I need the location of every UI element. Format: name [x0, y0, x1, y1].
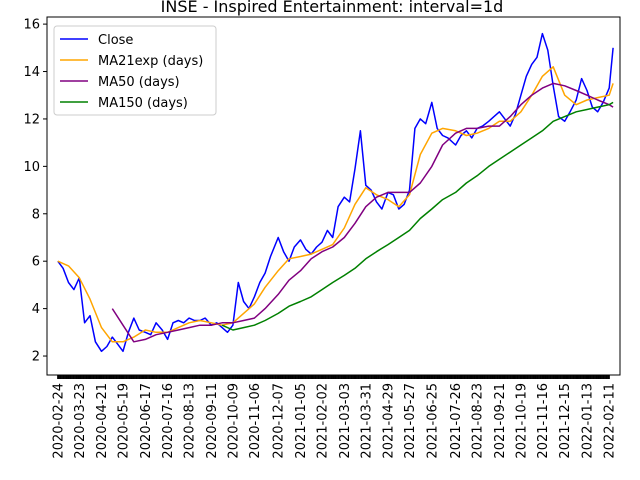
y-tick-label: 6	[32, 255, 40, 270]
x-tick-label: 2022-01-13	[581, 383, 596, 459]
x-tick-label: 2021-03-31	[359, 383, 374, 459]
legend: Close MA21exp (days) MA50 (days) MA150 (day…	[53, 25, 217, 116]
y-tick-label: 14	[23, 65, 40, 80]
x-tick-label: 2021-05-27	[403, 383, 418, 459]
legend-label: MA21exp (days)	[98, 54, 203, 69]
x-tick-label: 2020-02-24	[51, 383, 66, 459]
x-tick-label: 2020-09-11	[205, 383, 220, 459]
x-tick-label: 2020-07-16	[161, 383, 176, 459]
x-tick-label: 2021-01-05	[294, 383, 309, 459]
x-tick-label: 2020-05-19	[117, 383, 132, 459]
x-tick-label: 2021-08-23	[471, 383, 486, 459]
series-line-ma50-days	[111, 82, 614, 343]
series-line-ma150-days	[221, 101, 614, 331]
x-axis: 2020-02-24 2020-03-23 2020-04-21 2020-05-19…	[51, 375, 618, 459]
y-tick-label: 12	[23, 112, 40, 127]
x-tick-label: 2022-02-11	[603, 383, 618, 459]
x-tick-label: 2021-06-25	[425, 383, 440, 459]
x-tick-label: 2021-11-16	[536, 383, 551, 459]
legend-label: Close	[98, 33, 133, 48]
legend-label: MA50 (days)	[98, 75, 180, 90]
y-tick-label: 10	[23, 160, 40, 175]
x-tick-label: 2021-12-15	[558, 383, 573, 459]
y-tick-label: 2	[32, 350, 40, 365]
legend-box	[53, 25, 217, 116]
x-tick-label: 2020-08-13	[183, 383, 198, 459]
x-tick-label: 2020-11-06	[248, 383, 263, 459]
series-line-ma21exp-days	[57, 66, 614, 343]
x-tick-label: 2021-10-19	[514, 383, 529, 459]
y-axis: 2 4 6 8 10 12 14 16	[23, 18, 47, 365]
series-layer	[57, 32, 614, 353]
x-tick-label: 2021-03-03	[338, 383, 353, 459]
x-tick-label: 2020-12-07	[272, 383, 287, 459]
series-line-close	[57, 32, 614, 353]
x-tick-label: 2020-10-09	[226, 383, 241, 459]
legend-label: MA150 (days)	[98, 96, 188, 111]
x-tick-label: 2020-06-17	[139, 383, 154, 459]
x-tick-label: 2020-03-23	[73, 383, 88, 459]
x-tick-label: 2021-04-29	[382, 383, 397, 459]
x-tick-label: 2020-04-21	[95, 383, 110, 459]
y-tick-label: 16	[23, 18, 40, 33]
x-tick-label: 2021-02-02	[316, 383, 331, 459]
chart-title: INSE - Inspired Entertainment: interval=…	[161, 0, 504, 16]
x-tick-label: 2021-09-21	[493, 383, 508, 459]
y-tick-label: 8	[32, 207, 40, 222]
x-tick-label: 2021-07-26	[449, 383, 464, 459]
y-tick-label: 4	[32, 302, 40, 317]
